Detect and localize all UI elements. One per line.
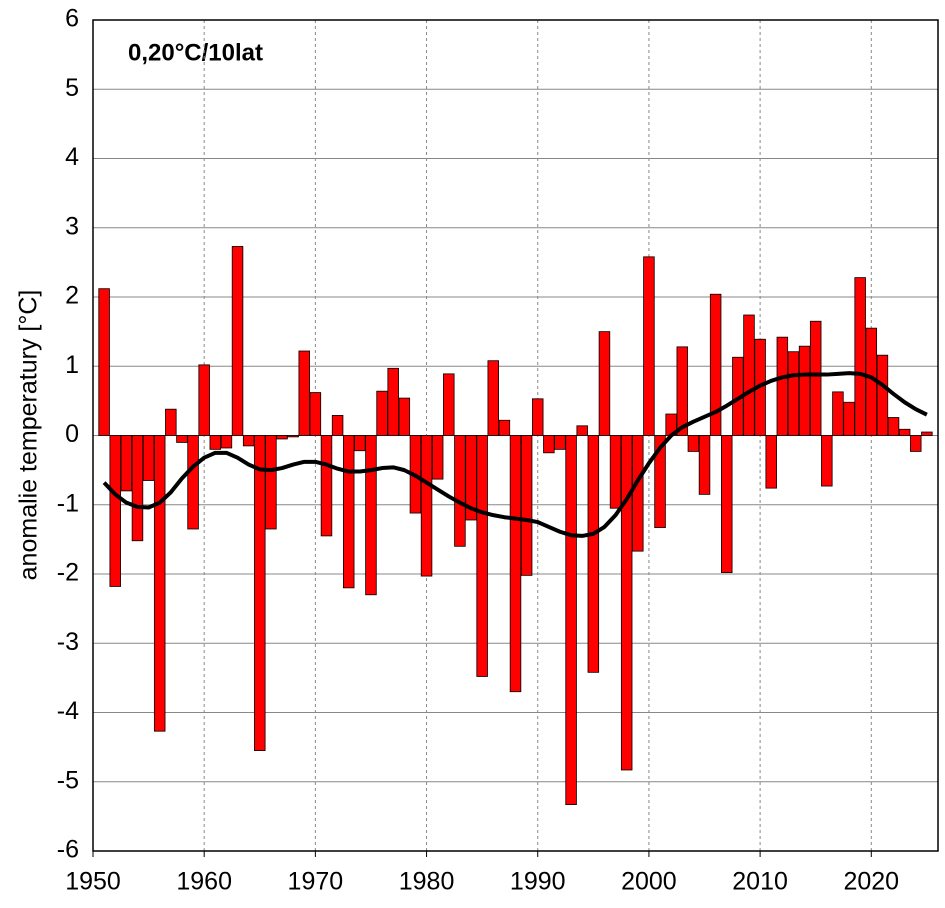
bar <box>765 435 777 489</box>
bar <box>331 415 344 436</box>
y-tick-label: -5 <box>57 766 79 794</box>
bar <box>598 331 611 436</box>
bar <box>420 435 433 577</box>
y-tick-label: -6 <box>57 836 79 864</box>
trend-line <box>102 371 928 538</box>
bar <box>498 419 511 436</box>
y-axis-label: anomalie temperatury [°C] <box>15 290 43 581</box>
bar <box>565 435 577 806</box>
bar <box>231 246 244 436</box>
bar <box>131 435 144 542</box>
bar <box>109 435 121 587</box>
bar <box>276 435 288 440</box>
x-tick-label: 1970 <box>288 868 344 896</box>
bar <box>176 435 188 443</box>
bar <box>342 435 355 589</box>
y-tick-label: 3 <box>65 212 79 240</box>
bar <box>309 392 322 436</box>
bar <box>843 401 855 436</box>
bar <box>254 435 266 751</box>
bar <box>676 346 689 436</box>
bar <box>620 435 633 771</box>
bar <box>643 256 655 436</box>
x-tick-label: 1950 <box>65 868 121 896</box>
bar <box>898 428 911 436</box>
x-tick-label: 1980 <box>399 868 455 896</box>
bar <box>287 435 299 438</box>
bar <box>465 435 477 521</box>
bar <box>509 435 522 693</box>
bar <box>443 373 455 436</box>
bar <box>576 425 588 436</box>
x-tick-label: 1990 <box>510 868 566 896</box>
bar <box>187 435 199 530</box>
y-tick-label: 5 <box>65 74 79 102</box>
y-tick-label: -1 <box>57 489 79 517</box>
y-tick-label: 0 <box>65 420 79 448</box>
bar <box>609 435 622 509</box>
bar <box>887 417 900 436</box>
bar <box>487 360 500 436</box>
y-tick-label: -4 <box>57 697 79 725</box>
bar <box>698 435 711 495</box>
y-tick-label: 4 <box>65 143 79 171</box>
y-tick-label: -3 <box>57 628 79 656</box>
bar <box>554 435 566 450</box>
bar <box>209 435 222 450</box>
bar <box>798 345 811 436</box>
bar <box>398 397 411 436</box>
x-tick-label: 2010 <box>732 868 788 896</box>
bar <box>476 435 488 677</box>
y-tick-label: 1 <box>65 351 79 379</box>
bar <box>654 435 666 529</box>
bar <box>821 435 833 487</box>
bar <box>709 293 722 436</box>
bar <box>854 277 866 436</box>
x-tick-label: 2020 <box>843 868 899 896</box>
bar <box>632 435 644 552</box>
bar <box>921 431 933 436</box>
plot-frame <box>92 19 939 852</box>
bar <box>220 435 233 449</box>
bar <box>298 350 310 436</box>
bar <box>809 320 822 436</box>
bar <box>587 435 600 673</box>
y-tick-label: -2 <box>57 559 79 587</box>
bar <box>120 435 133 492</box>
bar <box>376 390 388 436</box>
y-tick-label: 2 <box>65 282 79 310</box>
bar <box>721 435 733 574</box>
bar <box>98 288 110 436</box>
bar <box>242 435 255 447</box>
bar <box>387 367 399 436</box>
bar <box>910 435 922 452</box>
bar <box>776 336 789 436</box>
bar <box>142 435 155 481</box>
bar <box>265 435 277 530</box>
y-tick-label: 6 <box>65 5 79 33</box>
bar <box>198 364 210 436</box>
x-tick-label: 2000 <box>621 868 677 896</box>
annotation: 0,20°C/10lat <box>128 39 263 66</box>
bar <box>743 314 755 436</box>
bar <box>454 435 466 547</box>
bar <box>543 435 555 454</box>
bar <box>165 408 177 436</box>
bar <box>431 435 444 480</box>
bar <box>320 435 333 537</box>
bar <box>365 435 377 596</box>
bar <box>532 398 544 436</box>
bar <box>520 435 533 576</box>
bar <box>354 435 366 452</box>
x-tick-label: 1960 <box>176 868 232 896</box>
bar <box>832 391 844 436</box>
bar <box>876 354 889 436</box>
bar <box>787 351 800 436</box>
bar <box>687 435 700 452</box>
bar <box>153 435 166 732</box>
